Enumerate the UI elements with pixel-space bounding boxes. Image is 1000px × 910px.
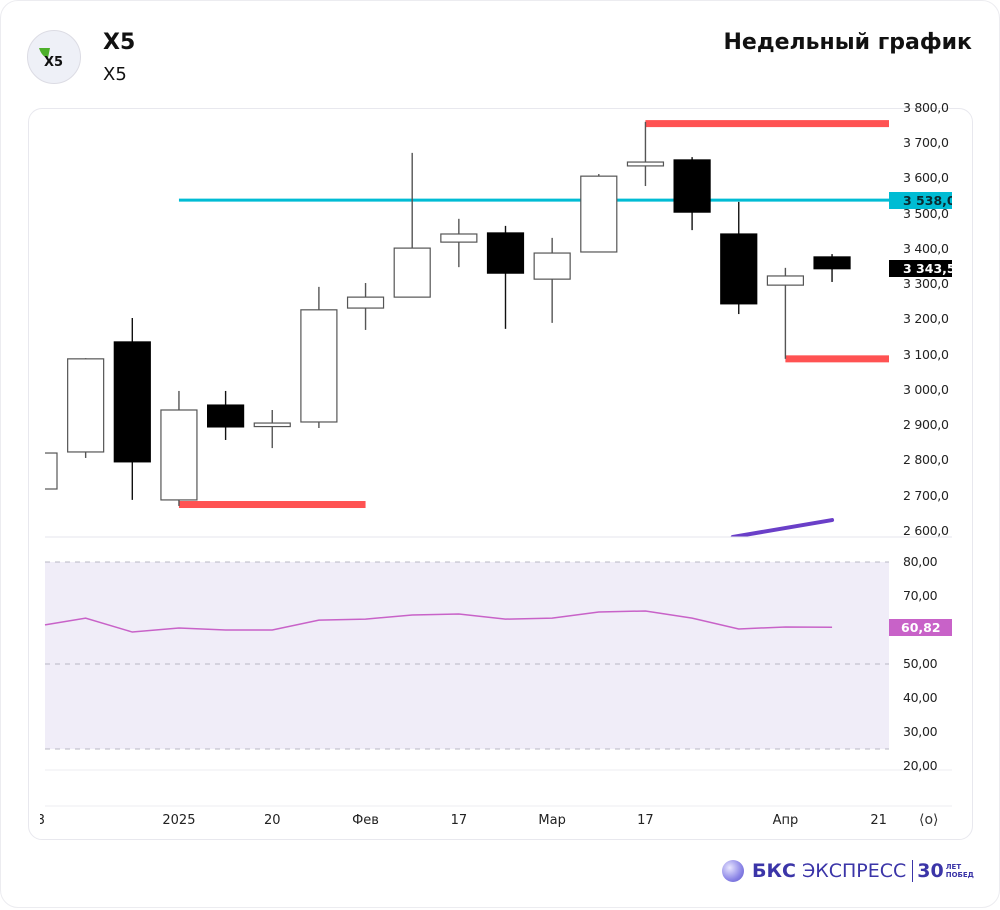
- candle-bullish: [766, 275, 805, 286]
- chart-title: Недельный график: [723, 30, 972, 55]
- candle-bullish: [533, 252, 571, 280]
- candle-bearish: [486, 232, 525, 274]
- svg-text:X5: X5: [44, 55, 63, 70]
- time-axis-label: 3: [40, 813, 45, 828]
- brand-rest: ЭКСПРЕСС: [802, 860, 914, 882]
- red-level-zone: [785, 355, 889, 363]
- candle-bullish: [626, 161, 665, 167]
- candle-bullish: [393, 247, 431, 298]
- red-level-zone: [178, 501, 366, 509]
- time-axis-label: 17: [450, 813, 468, 828]
- candle-bullish: [45, 452, 58, 490]
- candle-bullish: [580, 175, 618, 253]
- candle-bullish: [253, 422, 291, 428]
- anniv-text: ЛЕТ ПОБЕД: [945, 863, 974, 879]
- candle-bullish: [300, 309, 338, 423]
- price-axis-label: 3 300,0: [903, 276, 949, 292]
- time-axis-label: 2025: [162, 813, 196, 828]
- ticker-title: X5: [103, 30, 136, 55]
- candle-bearish: [673, 159, 711, 213]
- rsi-axis-label: 70,00: [903, 588, 938, 603]
- price-axis-label: 2 700,0: [903, 487, 949, 503]
- candle-bearish: [207, 404, 245, 428]
- settings-icon[interactable]: ⟨o⟩: [919, 812, 939, 828]
- rsi-axis-label: 30,00: [903, 724, 938, 739]
- time-axis-label: 20: [263, 813, 281, 828]
- time-axis-label: Апр: [772, 813, 799, 828]
- candle-bullish: [346, 296, 385, 309]
- time-axis-label: 17: [637, 813, 654, 828]
- price-axis-label: 3 200,0: [903, 311, 949, 327]
- time-axis-label: Мар: [538, 813, 566, 828]
- bks-express-logo: БКС ЭКСПРЕСС 30 ЛЕТ ПОБЕД: [722, 860, 974, 882]
- price-axis-label: 2 900,0: [903, 417, 949, 433]
- red-level-zone: [645, 120, 889, 128]
- candle-bearish: [813, 256, 851, 270]
- rsi-axis-label: 40,00: [903, 690, 938, 705]
- rsi-value-tag: 60,82: [889, 618, 952, 636]
- price-axis-label: 3 000,0: [903, 381, 949, 397]
- chart-card: [28, 108, 973, 840]
- rsi-band: [45, 562, 889, 749]
- level-price-tag: 3 538,0: [889, 191, 952, 209]
- candle-bearish: [720, 233, 758, 305]
- price-axis-label: 3 500,0: [903, 205, 949, 221]
- brand-bold: БКС: [752, 860, 796, 882]
- rsi-axis-label: 80,00: [903, 554, 938, 569]
- time-axis-label: 21: [870, 813, 887, 828]
- price-axis-label: 3 700,0: [903, 135, 949, 150]
- trend-line: [730, 518, 835, 537]
- time-axis-label: Фев: [352, 813, 379, 828]
- bks-ball-icon: [722, 860, 744, 882]
- price-axis-label: 3 100,0: [903, 346, 949, 362]
- candle-bullish: [67, 358, 105, 453]
- price-axis-label: 3 600,0: [903, 170, 949, 186]
- candle-bullish: [160, 409, 198, 501]
- rsi-axis-label: 20,00: [903, 758, 938, 773]
- rsi-line: [44, 610, 833, 633]
- rsi-axis-label: 50,00: [903, 656, 938, 671]
- company-logo: X5: [27, 30, 81, 84]
- candle-bearish: [113, 341, 151, 463]
- price-axis-label: 3 400,0: [903, 240, 949, 256]
- price-axis-label: 2 800,0: [903, 452, 949, 468]
- last-price-tag: 3 343,5: [889, 260, 952, 278]
- anniv-number: 30: [917, 860, 944, 882]
- price-pane: [45, 120, 889, 537]
- company-name: X5: [103, 64, 127, 85]
- candle-bullish: [440, 233, 478, 243]
- price-axis-label: 2 600,0: [903, 522, 949, 538]
- x5-leaf-icon: X5: [39, 48, 63, 70]
- price-axis-label: 3 800,0: [903, 99, 949, 115]
